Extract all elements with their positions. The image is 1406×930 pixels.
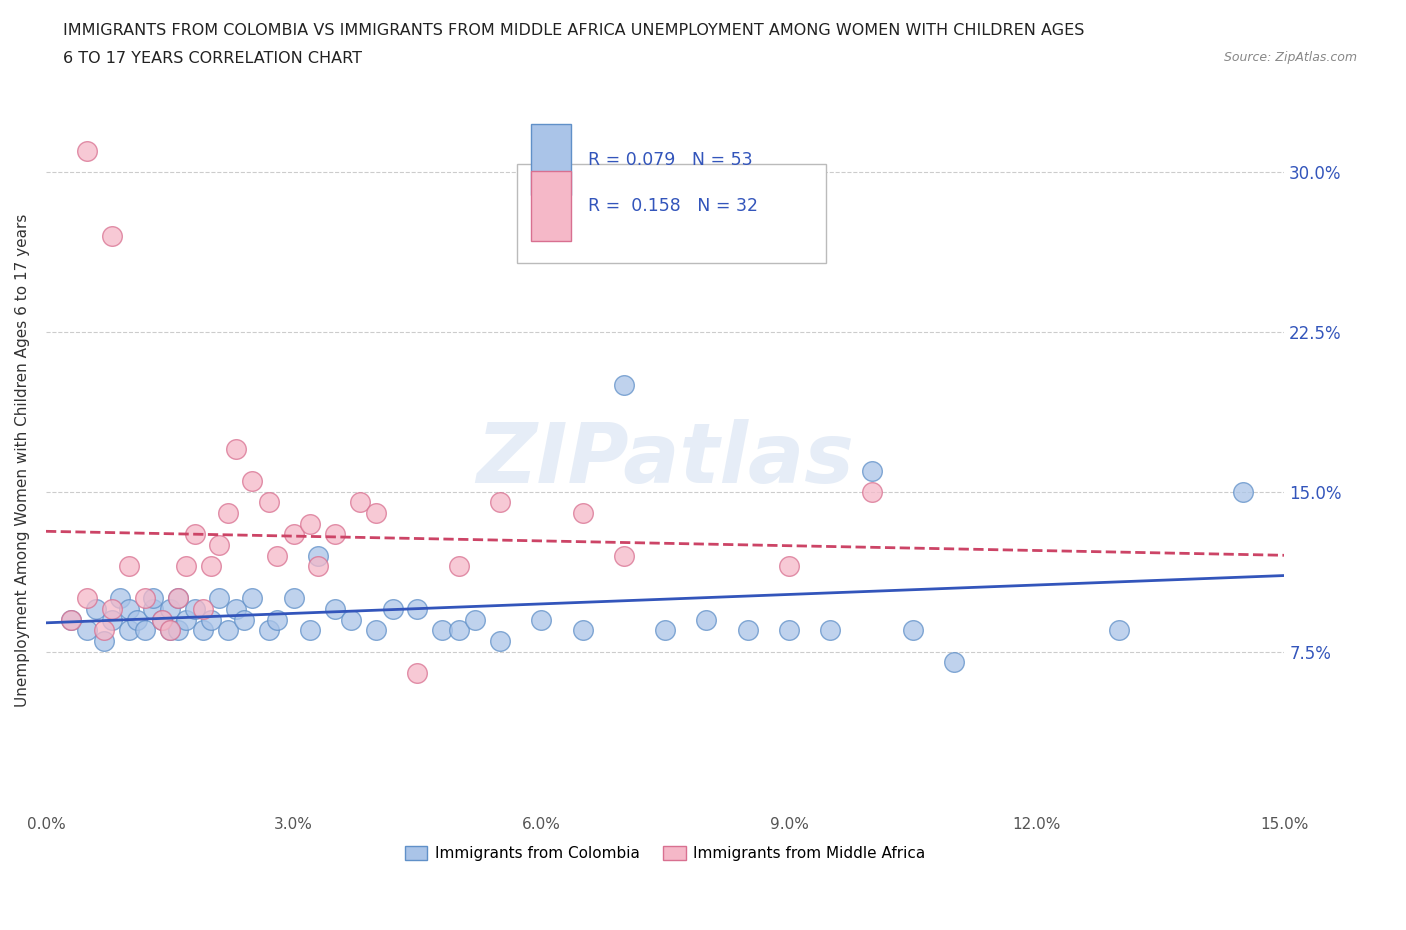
Point xyxy=(183,527,205,542)
Text: ZIPatlas: ZIPatlas xyxy=(477,419,853,500)
Point xyxy=(167,591,190,605)
Point xyxy=(340,612,363,627)
Point xyxy=(76,143,98,158)
Point xyxy=(101,612,124,627)
Point xyxy=(571,623,593,638)
Point xyxy=(406,666,429,681)
Text: R = 0.079   N = 53: R = 0.079 N = 53 xyxy=(588,151,754,168)
Point xyxy=(225,602,247,617)
Point xyxy=(134,623,156,638)
Point xyxy=(695,612,717,627)
Point xyxy=(167,623,190,638)
Y-axis label: Unemployment Among Women with Children Ages 6 to 17 years: Unemployment Among Women with Children A… xyxy=(15,213,30,707)
Point xyxy=(150,612,173,627)
Point xyxy=(266,549,288,564)
Legend: Immigrants from Colombia, Immigrants from Middle Africa: Immigrants from Colombia, Immigrants fro… xyxy=(398,840,932,868)
Point xyxy=(349,495,371,510)
Point xyxy=(530,612,553,627)
Point xyxy=(101,602,124,617)
Point xyxy=(1108,623,1130,638)
Point xyxy=(283,591,305,605)
Text: R =  0.158   N = 32: R = 0.158 N = 32 xyxy=(588,197,758,215)
Point xyxy=(1232,485,1254,499)
Point xyxy=(191,602,214,617)
Point xyxy=(613,549,636,564)
Point xyxy=(283,527,305,542)
Point xyxy=(240,591,263,605)
Point xyxy=(366,506,388,521)
Point xyxy=(217,506,239,521)
Point xyxy=(125,612,148,627)
Point xyxy=(943,655,966,670)
Point xyxy=(307,549,329,564)
Point xyxy=(101,229,124,244)
Point xyxy=(406,602,429,617)
Point xyxy=(142,591,165,605)
Text: IMMIGRANTS FROM COLOMBIA VS IMMIGRANTS FROM MIDDLE AFRICA UNEMPLOYMENT AMONG WOM: IMMIGRANTS FROM COLOMBIA VS IMMIGRANTS F… xyxy=(63,23,1084,38)
Point xyxy=(381,602,404,617)
Point xyxy=(176,559,198,574)
Point xyxy=(159,602,181,617)
Point xyxy=(110,591,132,605)
Point xyxy=(200,612,222,627)
Point xyxy=(257,623,280,638)
Point xyxy=(447,559,470,574)
Point xyxy=(183,602,205,617)
Text: Source: ZipAtlas.com: Source: ZipAtlas.com xyxy=(1223,51,1357,64)
Point xyxy=(860,485,883,499)
Point xyxy=(191,623,214,638)
Point xyxy=(366,623,388,638)
Point xyxy=(84,602,107,617)
FancyBboxPatch shape xyxy=(516,165,827,263)
Point xyxy=(432,623,454,638)
Point xyxy=(820,623,842,638)
Point xyxy=(323,602,346,617)
Point xyxy=(117,559,139,574)
Point xyxy=(860,463,883,478)
Point xyxy=(323,527,346,542)
Point xyxy=(778,559,800,574)
Point xyxy=(240,473,263,488)
Point xyxy=(307,559,329,574)
Point xyxy=(150,612,173,627)
Point xyxy=(901,623,924,638)
FancyBboxPatch shape xyxy=(531,170,571,241)
Point xyxy=(489,495,512,510)
Point xyxy=(299,623,322,638)
Point xyxy=(737,623,759,638)
Point xyxy=(778,623,800,638)
Point xyxy=(266,612,288,627)
Point xyxy=(134,591,156,605)
Point xyxy=(208,591,231,605)
Point xyxy=(142,602,165,617)
Point xyxy=(654,623,676,638)
Point xyxy=(159,623,181,638)
Point xyxy=(299,516,322,531)
Point xyxy=(59,612,82,627)
Point xyxy=(489,633,512,648)
Point xyxy=(159,623,181,638)
Point xyxy=(93,633,115,648)
FancyBboxPatch shape xyxy=(531,125,571,194)
Point xyxy=(233,612,256,627)
Text: 6 TO 17 YEARS CORRELATION CHART: 6 TO 17 YEARS CORRELATION CHART xyxy=(63,51,363,66)
Point xyxy=(93,623,115,638)
Point xyxy=(613,378,636,392)
Point xyxy=(59,612,82,627)
Point xyxy=(176,612,198,627)
Point xyxy=(117,602,139,617)
Point xyxy=(464,612,486,627)
Point xyxy=(76,623,98,638)
Point xyxy=(117,623,139,638)
Point xyxy=(208,538,231,552)
Point xyxy=(167,591,190,605)
Point xyxy=(217,623,239,638)
Point xyxy=(200,559,222,574)
Point xyxy=(257,495,280,510)
Point xyxy=(447,623,470,638)
Point xyxy=(571,506,593,521)
Point xyxy=(76,591,98,605)
Point xyxy=(225,442,247,457)
